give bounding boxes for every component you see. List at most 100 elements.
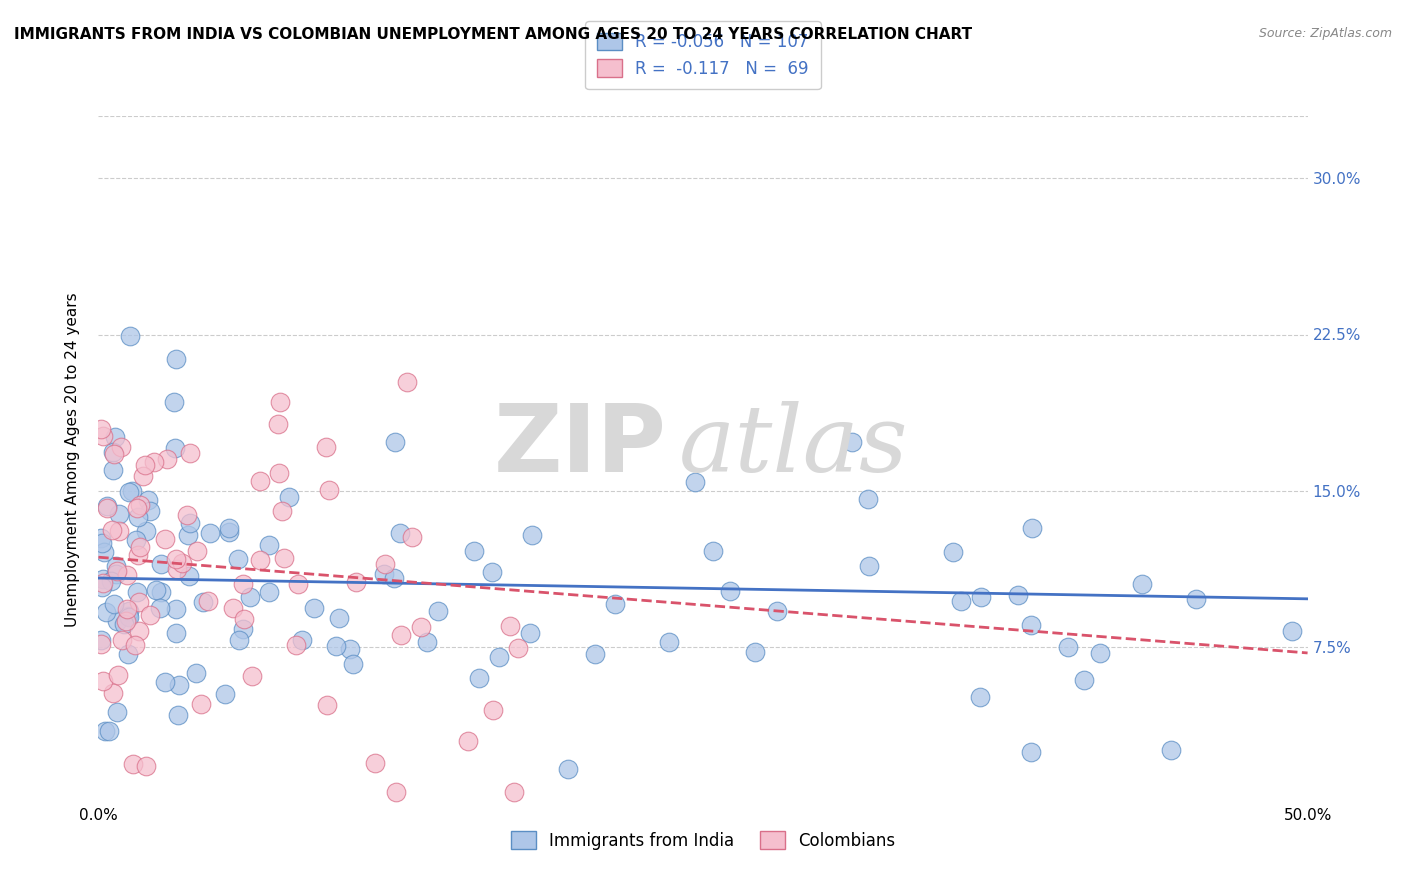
Point <box>702 544 724 558</box>
Point <box>96 606 118 620</box>
Point <box>257 585 280 599</box>
Point <box>373 566 395 581</box>
Point <box>858 559 880 574</box>
Point <box>105 614 128 628</box>
Y-axis label: Unemployment Among Ages 20 to 24 years: Unemployment Among Ages 20 to 24 years <box>65 292 80 627</box>
Point <box>167 677 190 691</box>
Point <box>128 595 150 609</box>
Point <box>177 568 200 582</box>
Point <box>463 543 485 558</box>
Point <box>127 510 149 524</box>
Point <box>222 601 245 615</box>
Point <box>166 562 188 576</box>
Point <box>1073 673 1095 688</box>
Point <box>278 490 301 504</box>
Point <box>139 607 162 622</box>
Point <box>107 507 129 521</box>
Point <box>1281 624 1303 639</box>
Point <box>165 602 187 616</box>
Point <box>118 604 141 618</box>
Point <box>273 550 295 565</box>
Point <box>488 650 510 665</box>
Point <box>856 491 879 506</box>
Point <box>1019 618 1042 632</box>
Point <box>184 666 207 681</box>
Point <box>557 763 579 777</box>
Point <box>139 504 162 518</box>
Point <box>409 620 432 634</box>
Point <box>197 593 219 607</box>
Point <box>658 635 681 649</box>
Point <box>186 543 208 558</box>
Point <box>287 577 309 591</box>
Point <box>115 568 138 582</box>
Point <box>149 557 172 571</box>
Point <box>155 532 177 546</box>
Point <box>271 504 294 518</box>
Point <box>232 612 254 626</box>
Point <box>291 632 314 647</box>
Point <box>685 475 707 489</box>
Point <box>267 466 290 480</box>
Point <box>91 580 114 594</box>
Point <box>115 615 138 629</box>
Point <box>1007 588 1029 602</box>
Text: IMMIGRANTS FROM INDIA VS COLOMBIAN UNEMPLOYMENT AMONG AGES 20 TO 24 YEARS CORREL: IMMIGRANTS FROM INDIA VS COLOMBIAN UNEMP… <box>14 27 972 42</box>
Point <box>1019 745 1042 759</box>
Point <box>172 556 194 570</box>
Point <box>129 540 152 554</box>
Point <box>104 566 127 581</box>
Point <box>257 538 280 552</box>
Point <box>339 642 361 657</box>
Point <box>457 733 479 747</box>
Point <box>318 483 340 497</box>
Point <box>302 601 325 615</box>
Point <box>122 756 145 771</box>
Point <box>165 352 187 367</box>
Point <box>198 525 221 540</box>
Point <box>148 601 170 615</box>
Point <box>391 628 413 642</box>
Point <box>191 595 214 609</box>
Point <box>104 559 127 574</box>
Point <box>499 618 522 632</box>
Point <box>125 584 148 599</box>
Point <box>1130 577 1153 591</box>
Point <box>91 429 114 443</box>
Point <box>766 604 789 618</box>
Point <box>249 474 271 488</box>
Point <box>583 647 606 661</box>
Point <box>1160 743 1182 757</box>
Point <box>90 422 112 436</box>
Point <box>129 499 152 513</box>
Point <box>117 602 139 616</box>
Point <box>239 590 262 604</box>
Point <box>384 435 406 450</box>
Point <box>112 617 135 632</box>
Point <box>1185 591 1208 606</box>
Point <box>384 785 406 799</box>
Point <box>110 633 132 648</box>
Point <box>118 329 141 343</box>
Point <box>100 574 122 588</box>
Point <box>328 611 350 625</box>
Point <box>103 447 125 461</box>
Point <box>942 545 965 559</box>
Point <box>374 557 396 571</box>
Point <box>1021 521 1043 535</box>
Point <box>118 610 141 624</box>
Point <box>482 703 505 717</box>
Point <box>165 441 187 455</box>
Point <box>110 440 132 454</box>
Point <box>165 625 187 640</box>
Point <box>315 441 337 455</box>
Point <box>467 671 489 685</box>
Point <box>396 375 419 389</box>
Point <box>107 668 129 682</box>
Point <box>155 675 177 690</box>
Point <box>190 698 212 712</box>
Point <box>105 705 128 719</box>
Point <box>136 492 159 507</box>
Point <box>98 724 121 739</box>
Point <box>118 484 141 499</box>
